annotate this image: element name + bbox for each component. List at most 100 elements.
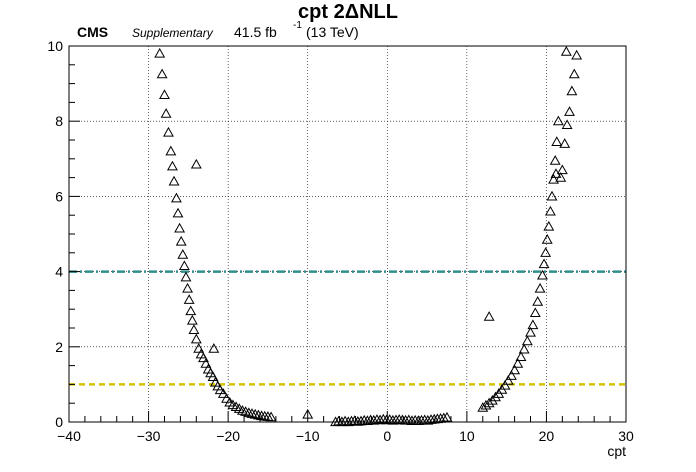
data-point-triangle xyxy=(165,145,177,156)
data-point-triangle xyxy=(541,234,553,244)
data-point-triangle xyxy=(160,108,172,118)
x-tick-label: 0 xyxy=(383,428,391,444)
data-point-triangle xyxy=(246,408,258,418)
data-point-triangle xyxy=(568,68,580,79)
data-point-triangle xyxy=(483,311,495,321)
data-point-triangle xyxy=(214,384,226,395)
y-tick-label: 4 xyxy=(55,264,63,280)
luminosity-label: 41.5 fb xyxy=(234,24,277,40)
x-tick-label: −10 xyxy=(296,428,320,444)
data-point-triangle xyxy=(207,371,219,381)
energy-label: (13 TeV) xyxy=(306,24,359,40)
data-point-triangle xyxy=(339,415,351,426)
data-point-triangle xyxy=(544,205,556,216)
data-point-triangle xyxy=(560,46,572,56)
data-point-triangle xyxy=(193,343,205,353)
luminosity-exponent: -1 xyxy=(293,20,302,31)
data-point-triangle xyxy=(515,351,527,362)
data-point-triangle xyxy=(217,388,229,398)
data-point-triangle xyxy=(555,171,567,182)
data-point-triangle xyxy=(342,416,354,427)
data-point-triangle xyxy=(182,282,194,293)
x-axis-label: cpt xyxy=(607,443,626,459)
y-tick-labels: 0 2 4 6 8 10 xyxy=(47,38,63,430)
supplementary-label: Supplementary xyxy=(132,26,214,40)
data-point-triangle xyxy=(559,138,571,148)
data-point-triangle xyxy=(349,415,361,425)
x-tick-label: 10 xyxy=(459,428,475,444)
data-point-triangle xyxy=(168,175,180,186)
data-point-triangle xyxy=(154,47,166,58)
data-point-triangle xyxy=(490,391,501,402)
data-point-triangle xyxy=(546,190,558,201)
data-point-triangle xyxy=(422,414,434,425)
data-point-triangle xyxy=(538,258,550,269)
data-point-triangle xyxy=(509,364,521,375)
data-point-triangle xyxy=(175,235,187,246)
data-point-triangle xyxy=(190,158,202,169)
data-point-triangle xyxy=(529,307,541,318)
data-point-triangle xyxy=(330,416,342,427)
data-point-triangle xyxy=(221,393,233,403)
axis-ticks xyxy=(68,45,627,423)
experiment-label: CMS xyxy=(77,24,108,40)
data-point-triangle xyxy=(540,247,552,257)
data-point-triangle xyxy=(551,136,563,146)
data-point-triangle xyxy=(174,222,186,233)
data-point-triangle xyxy=(499,379,511,390)
data-point-triangle xyxy=(532,296,544,306)
data-point-triangle xyxy=(178,260,190,271)
data-point-triangle xyxy=(571,49,583,60)
data-point-triangle xyxy=(525,326,536,337)
data-point-triangle xyxy=(188,324,200,334)
data-point-triangle xyxy=(208,343,220,353)
x-tick-label: −30 xyxy=(137,428,161,444)
y-tick-label: 6 xyxy=(55,188,63,204)
data-point-triangle xyxy=(549,155,561,165)
data-point-triangle xyxy=(480,399,492,410)
x-tick-labels: −40 −30 −20 −10 0 10 20 30 xyxy=(57,428,634,444)
data-points xyxy=(154,46,583,427)
data-point-triangle xyxy=(552,115,564,126)
data-point-triangle xyxy=(252,409,264,420)
data-point-triangle xyxy=(172,207,184,218)
data-point-triangle xyxy=(237,405,248,415)
data-point-triangle xyxy=(536,269,548,280)
data-point-triangle xyxy=(534,282,546,293)
data-point-triangle xyxy=(180,271,192,282)
y-tick-label: 8 xyxy=(55,113,63,129)
data-point-triangle xyxy=(163,126,174,137)
data-point-triangle xyxy=(243,407,255,418)
data-point-triangle xyxy=(183,294,195,304)
data-point-triangle xyxy=(403,414,415,425)
x-tick-label: −40 xyxy=(57,428,81,444)
y-tick-label: 2 xyxy=(55,339,63,355)
data-point-triangle xyxy=(166,160,178,171)
data-point-triangle xyxy=(198,352,209,363)
x-tick-label: 20 xyxy=(539,428,555,444)
data-point-triangle xyxy=(566,85,578,96)
reference-lines xyxy=(69,270,626,386)
data-point-triangle xyxy=(518,343,530,354)
data-point-triangle xyxy=(502,375,514,385)
data-point-triangle xyxy=(355,415,367,426)
data-point-triangle xyxy=(548,173,560,184)
data-point-triangle xyxy=(564,106,575,116)
data-point-triangle xyxy=(185,305,197,316)
data-point-triangle xyxy=(543,220,555,231)
data-point-triangle xyxy=(333,415,345,426)
data-point-triangle xyxy=(265,411,277,422)
data-point-triangle xyxy=(483,397,495,408)
data-point-triangle xyxy=(512,358,524,368)
data-point-triangle xyxy=(177,249,189,259)
data-point-triangle xyxy=(240,406,252,416)
data-point-triangle xyxy=(186,314,198,325)
data-point-triangle xyxy=(190,333,202,344)
data-point-triangle xyxy=(561,119,573,130)
chart-title: cpt 2ΔNLL xyxy=(298,1,398,23)
data-point-triangle xyxy=(249,408,261,419)
data-point-triangle xyxy=(377,413,389,424)
data-point-triangle xyxy=(200,358,212,368)
data-point-triangle xyxy=(521,335,533,346)
